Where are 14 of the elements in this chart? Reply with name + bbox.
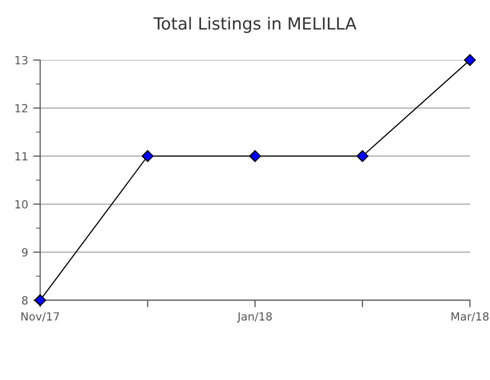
- y-tick-label: 8: [22, 296, 28, 305]
- y-tick-label: 10: [15, 200, 28, 209]
- x-tick-label: Mar/18: [452, 312, 489, 322]
- x-tick-label: Nov/17: [21, 312, 60, 322]
- y-tick-label: 13: [15, 56, 28, 64]
- y-tick-label: 12: [15, 104, 28, 112]
- point: [142, 150, 154, 162]
- x-tick-label: Jan/18: [236, 312, 272, 323]
- y-tick-label: 11: [15, 152, 28, 160]
- chart-title: Total Listings in MELILLA: [153, 16, 356, 33]
- point: [249, 150, 261, 162]
- point: [464, 54, 476, 66]
- point: [356, 150, 368, 162]
- y-tick-label: 9: [22, 248, 28, 257]
